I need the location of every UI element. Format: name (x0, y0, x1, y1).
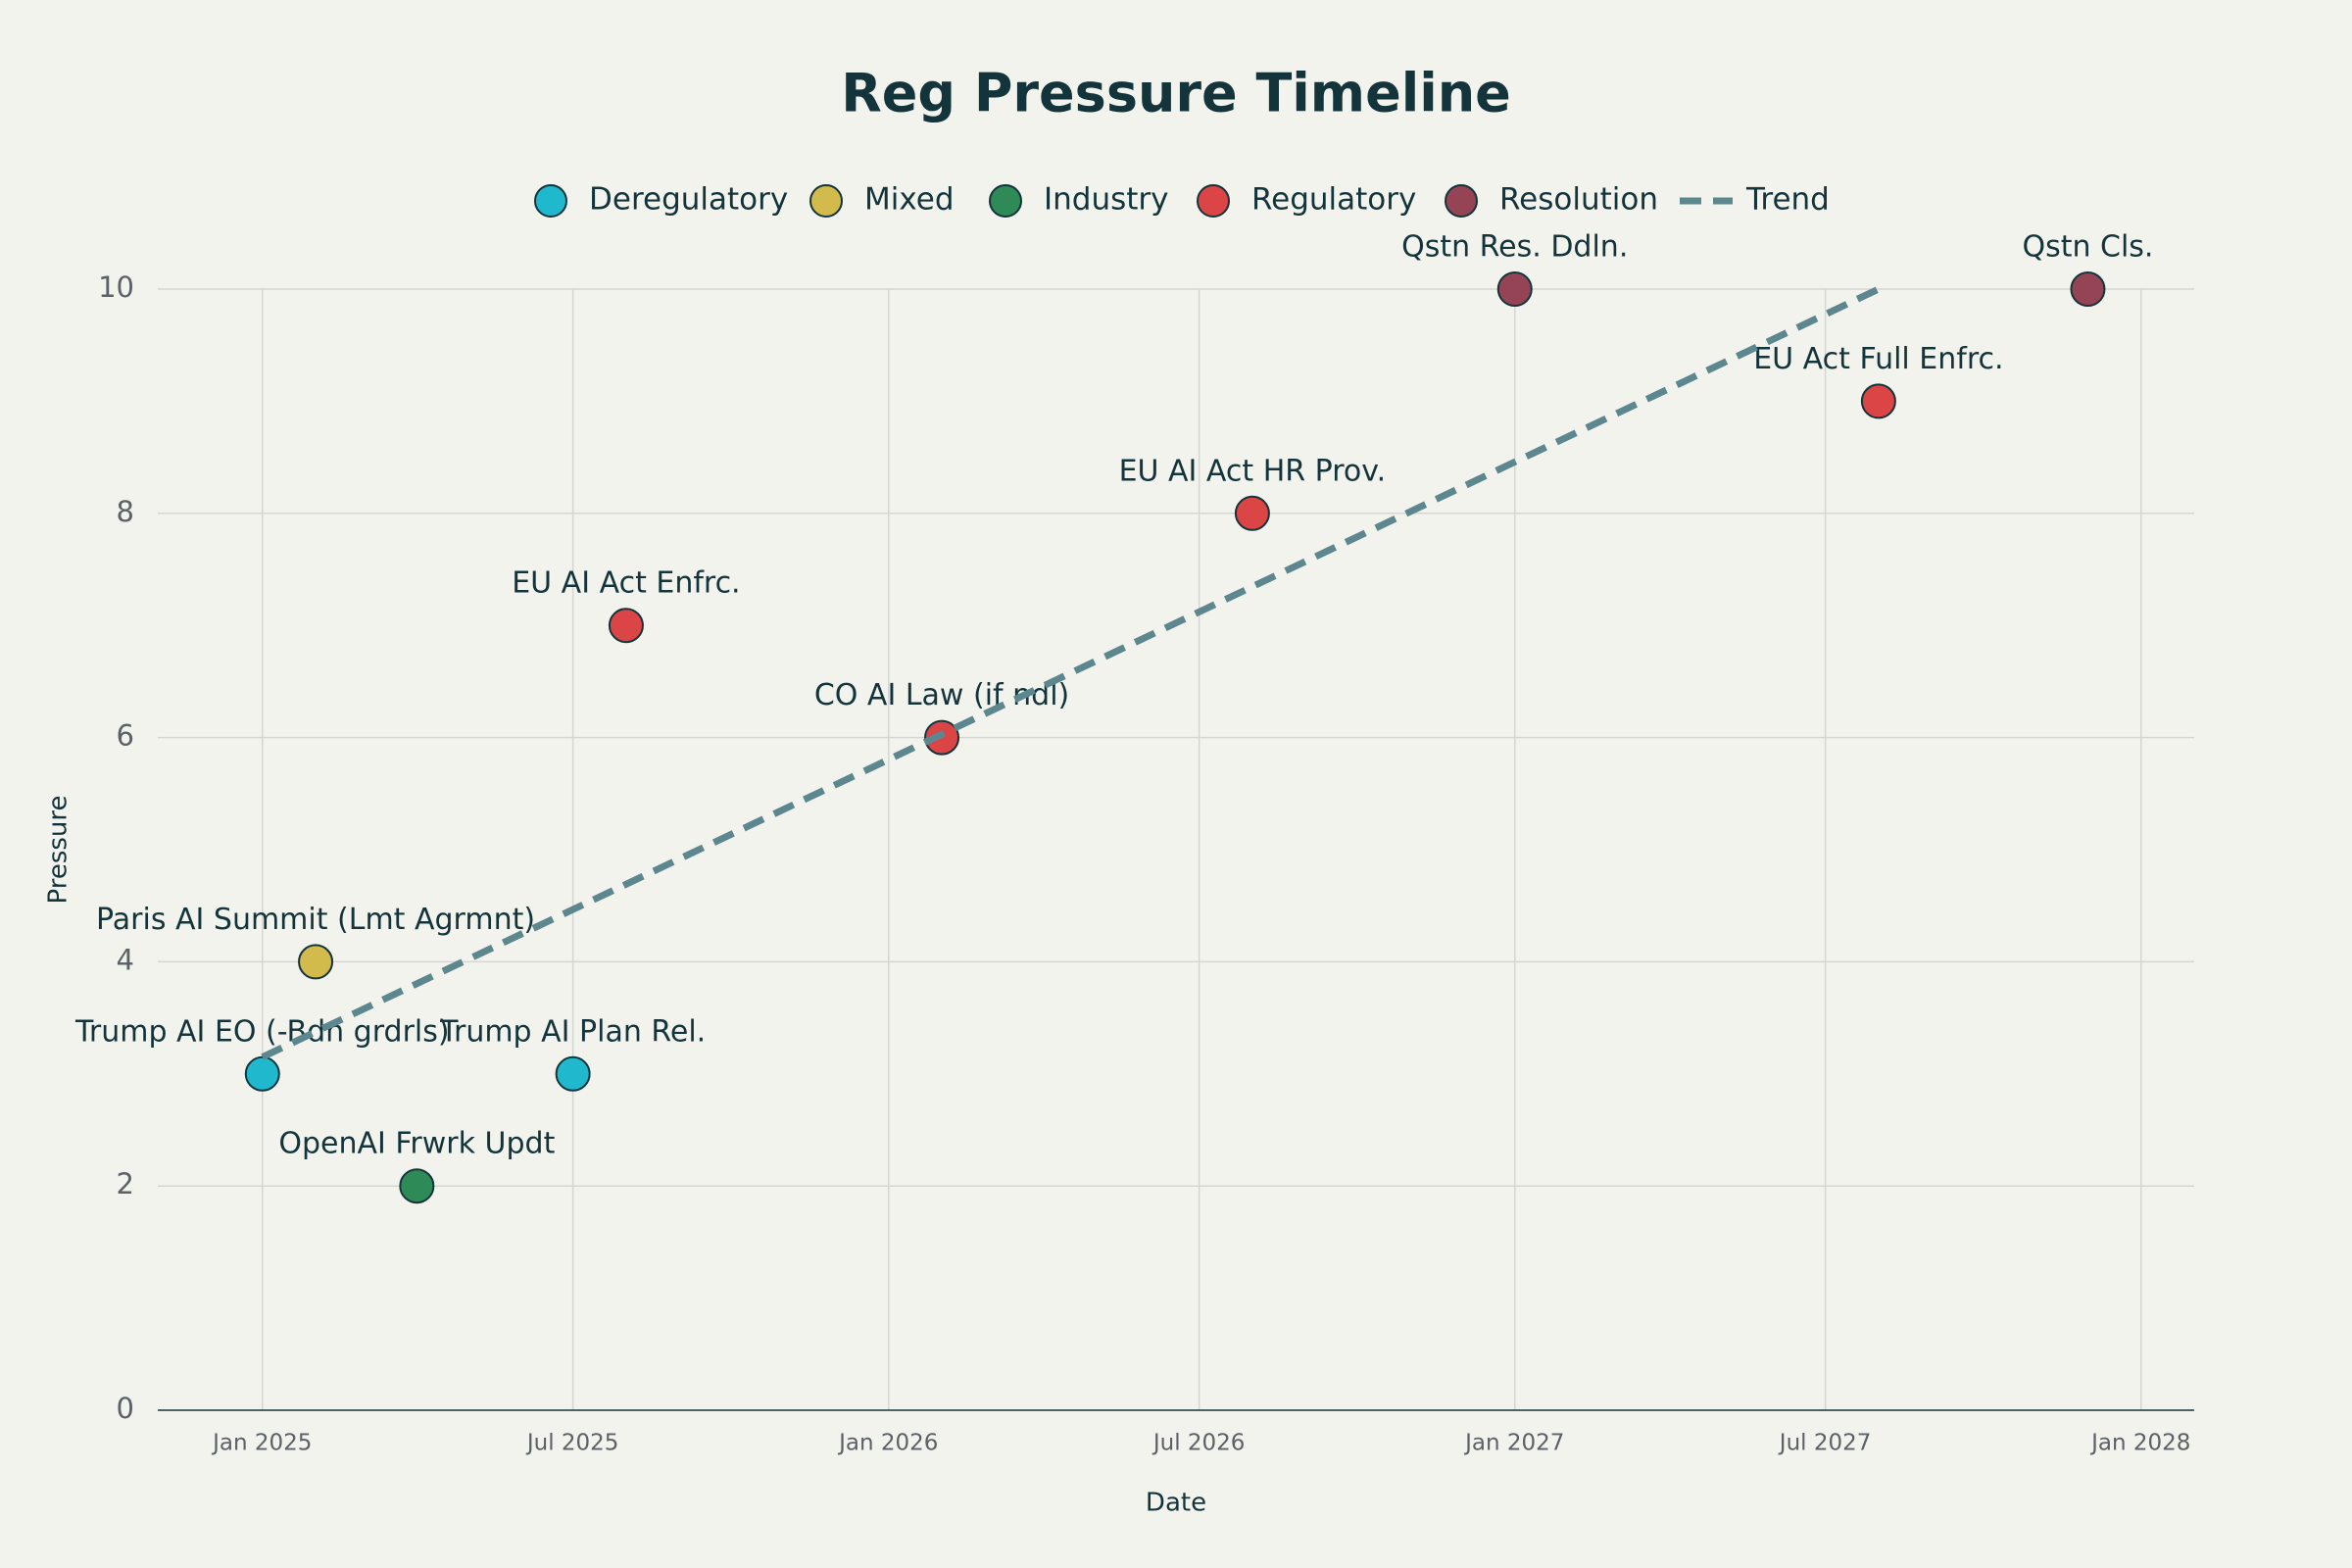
legend-label: Mixed (864, 182, 955, 218)
data-point (399, 1168, 435, 1204)
x-tick-label: Jul 2025 (525, 1431, 619, 1456)
data-point (1496, 271, 1533, 307)
x-axis-title: Date (1146, 1489, 1206, 1518)
point-label: Qstn Res. Ddln. (1401, 230, 1628, 265)
point-label: EU AI Act Enfrc. (512, 566, 740, 601)
y-tick-label: 0 (117, 1392, 134, 1425)
legend-label: Industry (1044, 182, 1169, 218)
y-tick-label: 2 (117, 1167, 134, 1200)
x-tick-label: Jan 2028 (2089, 1431, 2190, 1456)
legend-label: Regulatory (1251, 182, 1416, 218)
legend-swatch (534, 184, 567, 218)
x-tick-label: Jan 2027 (1463, 1431, 1564, 1456)
data-point (608, 608, 644, 644)
x-tick-label: Jan 2025 (211, 1431, 312, 1456)
point-label: EU Act Full Enfrc. (1753, 342, 2003, 376)
point-label: EU AI Act HR Prov. (1119, 454, 1387, 488)
x-tick-label: Jul 2026 (1152, 1431, 1246, 1456)
point-label: Qstn Cls. (2022, 230, 2153, 265)
point-label: OpenAI Frwrk Updt (278, 1127, 555, 1161)
x-tick-label: Jan 2026 (837, 1431, 938, 1456)
data-point (244, 1055, 280, 1092)
legend-swatch (809, 184, 843, 218)
legend-label: Deregulatory (589, 182, 788, 218)
point-label: Trump AI EO (-Bdn grdrls) (74, 1014, 450, 1049)
legend-swatch (1445, 184, 1478, 218)
y-axis-title: Pressure (44, 795, 74, 904)
y-tick-label: 4 (117, 943, 134, 976)
data-point (555, 1055, 591, 1092)
legend-label: Trend (1745, 182, 1830, 218)
point-label: Trump AI Plan Rel. (439, 1014, 706, 1049)
point-label: Paris AI Summit (Lmt Agrmnt) (96, 903, 535, 937)
data-point (298, 944, 334, 980)
data-point (1860, 383, 1896, 419)
data-point (1234, 495, 1270, 531)
legend-swatch (1197, 184, 1230, 218)
x-tick-label: Jul 2027 (1778, 1431, 1872, 1456)
legend-label: Resolution (1499, 182, 1658, 218)
legend-swatch (989, 184, 1022, 218)
y-tick-label: 6 (117, 719, 134, 753)
data-point (2070, 271, 2106, 307)
chart-title: Reg Pressure Timeline (841, 63, 1511, 124)
y-tick-label: 10 (98, 270, 134, 304)
y-tick-label: 8 (117, 495, 134, 528)
